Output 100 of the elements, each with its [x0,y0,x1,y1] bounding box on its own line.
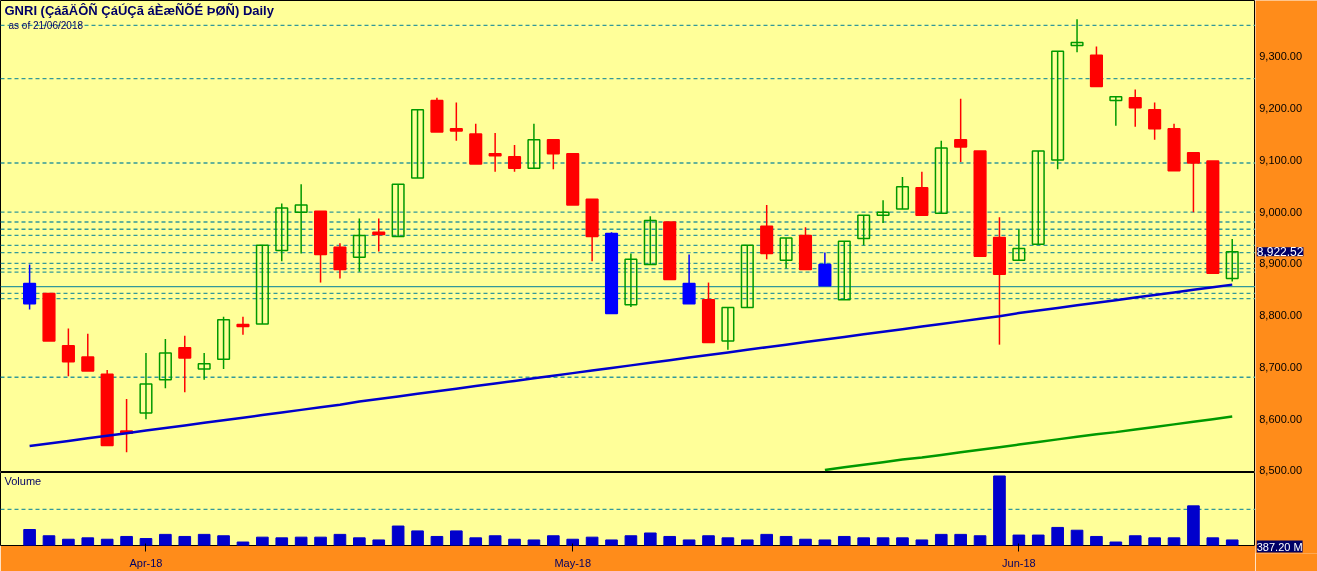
bar [799,538,812,546]
line-series [28,283,1234,448]
candlestick [934,140,948,214]
candlestick [197,352,211,381]
bar [837,535,851,546]
bar [1148,537,1161,546]
candlestick [275,202,289,263]
bar [857,537,870,546]
bar [915,539,929,546]
bar [1128,535,1142,546]
bar [702,535,715,546]
bar [1070,529,1084,546]
candlestick [624,252,638,308]
x-tick-label: May-18 [554,556,592,569]
bar [42,535,56,546]
bar [682,539,696,546]
candlestick [837,240,851,301]
candlestick [352,217,366,273]
candlestick [1012,228,1026,262]
chart-title: GNRI (ÇáãÄÔÑ ÇáÚÇã áÈæÑÕÉ ÞØÑ) Daily [4,2,275,18]
candlestick [81,333,95,372]
candlestick [158,338,172,389]
bar [663,535,677,546]
candlestick [255,244,269,325]
bar [1109,541,1123,546]
bar [450,530,463,546]
candlestick [1128,88,1142,128]
bar [779,535,793,546]
x-tick-label: Apr-18 [129,556,163,569]
candlestick [236,315,250,336]
candlestick [527,122,541,169]
bar [488,535,502,546]
candlestick [410,108,425,179]
bar [1206,537,1220,546]
bar [566,538,580,546]
bar [1225,539,1239,546]
bar [120,535,133,546]
bar [159,533,172,546]
bar [1090,535,1103,546]
bar [585,536,599,546]
bar [1012,534,1026,546]
bar [275,537,289,546]
candlestick [682,253,696,305]
y-tick-label: 8,500.00 [1259,464,1303,477]
candlestick [818,251,832,287]
line-series [823,415,1234,472]
candlestick [1031,150,1045,246]
candlestick [546,138,560,170]
candlestick [391,183,405,238]
candlestick [1051,50,1065,170]
bar [547,535,560,546]
bar [430,535,444,546]
y-tick-label: 9,100.00 [1259,153,1303,166]
bar [23,529,36,546]
bar [993,475,1006,546]
candlestick [895,176,910,210]
candlestick [876,199,890,224]
candlestick [954,98,968,163]
bar [1167,537,1181,546]
candlestick [721,306,735,351]
candlestick [779,237,793,270]
candlestick [449,101,463,142]
x-tick-label: Jun-18 [1002,556,1036,569]
y-tick-label: 8,600.00 [1259,412,1303,425]
bar [760,533,774,546]
bar [217,535,230,546]
bar [100,538,114,546]
bar [372,539,386,546]
bar [508,538,521,546]
candlestick [1070,18,1084,53]
candlestick [178,335,192,394]
chart-title: Volume [4,474,42,487]
candlestick [488,132,502,173]
text: 8,922.52 [1256,245,1304,260]
candlestick [1186,151,1200,213]
y-tick-label: 9,200.00 [1259,102,1303,115]
candlestick [61,327,75,377]
bar [527,539,541,546]
bar [818,539,832,546]
candlestick [217,315,231,370]
bar [643,532,657,546]
bar [256,536,269,546]
bar [411,530,424,546]
candlestick [643,215,657,266]
bar [178,535,192,546]
candlestick [23,263,37,311]
bar [469,537,483,546]
candlestick [294,183,308,255]
candlestick [139,352,153,420]
bar [353,537,366,546]
bar [721,537,735,546]
candlestick [857,214,871,247]
bar [333,533,347,546]
bar [1031,534,1045,546]
bar [1051,526,1064,546]
y-tick-label: 9,300.00 [1259,50,1303,63]
bar [1187,505,1200,546]
y-tick-label: 9,000.00 [1259,205,1303,218]
bar [391,525,405,546]
text: as of 21/06/2018 [8,19,84,31]
